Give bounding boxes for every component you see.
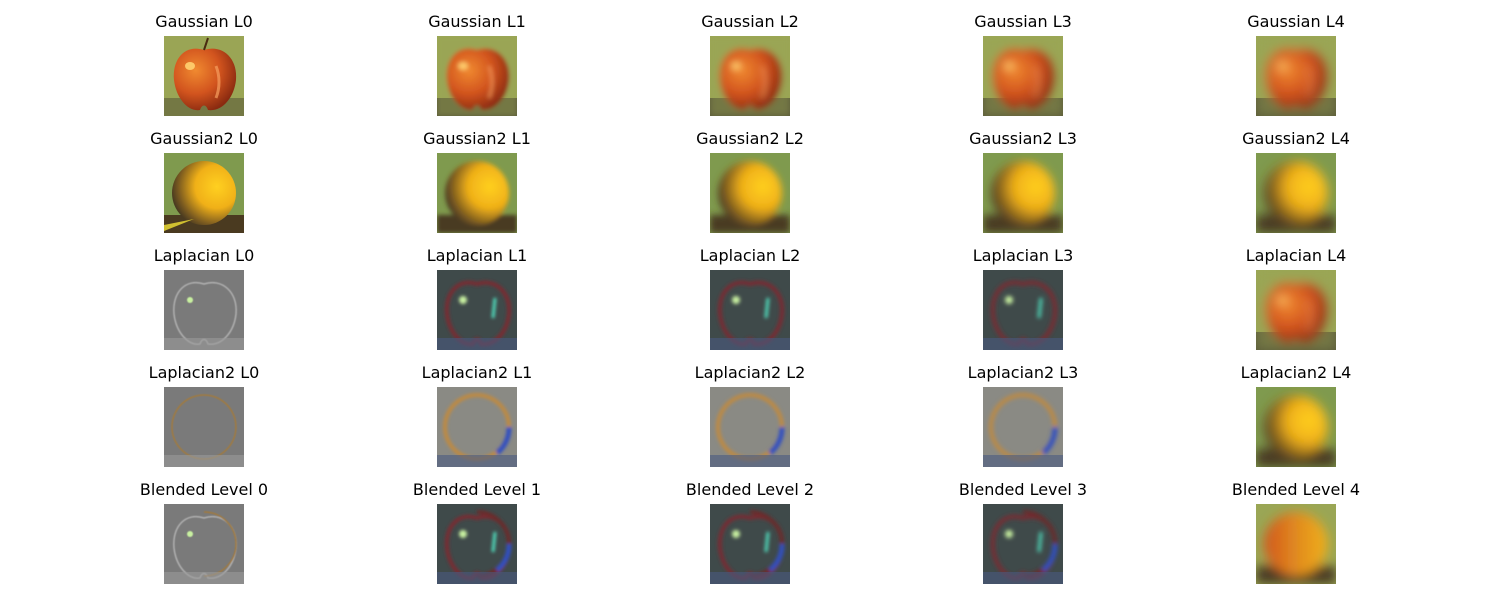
pyramid-cell-gaussian2-0: Gaussian2 L0 <box>94 129 314 233</box>
cell-title: Laplacian2 L2 <box>694 363 806 382</box>
apple-edges-icon <box>164 270 244 350</box>
pyramid-cell-gaussian2-1: Gaussian2 L1 <box>367 129 587 233</box>
cell-title: Laplacian L3 <box>972 246 1074 265</box>
pyramid-cell-gaussian-4: Gaussian L4 <box>1186 12 1406 116</box>
orange-icon <box>1256 153 1336 233</box>
pyramid-cell-gaussian-1: Gaussian L1 <box>367 12 587 116</box>
orange-edges-icon <box>710 387 790 467</box>
cell-title: Blended Level 4 <box>1231 480 1361 499</box>
cell-title: Laplacian L1 <box>426 246 528 265</box>
pyramid-cell-gaussian2-3: Gaussian2 L3 <box>913 129 1133 233</box>
pyramid-cell-laplacian-0: Laplacian L0 <box>94 246 314 350</box>
cell-title: Gaussian2 L2 <box>696 129 804 148</box>
cell-title: Gaussian L3 <box>974 12 1072 31</box>
orange-icon <box>437 153 517 233</box>
pyramid-cell-gaussian-3: Gaussian L3 <box>913 12 1133 116</box>
orange-icon <box>1256 387 1336 467</box>
pyramid-cell-laplacian2-1: Laplacian2 L1 <box>367 363 587 467</box>
apple-icon <box>1256 36 1336 116</box>
pyramid-cell-blended-2: Blended Level 2 <box>640 480 860 584</box>
blended-edges-icon <box>437 504 517 584</box>
orange-edges-icon <box>437 387 517 467</box>
pyramid-cell-blended-0: Blended Level 0 <box>94 480 314 584</box>
pyramid-cell-blended-1: Blended Level 1 <box>367 480 587 584</box>
cell-title: Blended Level 3 <box>958 480 1088 499</box>
pyramid-cell-laplacian2-2: Laplacian2 L2 <box>640 363 860 467</box>
cell-title: Laplacian L2 <box>699 246 801 265</box>
apple-icon <box>164 36 244 116</box>
pyramid-cell-blended-3: Blended Level 3 <box>913 480 1133 584</box>
cell-title: Laplacian2 L1 <box>421 363 533 382</box>
blended-edges-icon <box>164 504 244 584</box>
pyramid-cell-laplacian2-4: Laplacian2 L4 <box>1186 363 1406 467</box>
orange-icon <box>164 153 244 233</box>
pyramid-cell-laplacian-3: Laplacian L3 <box>913 246 1133 350</box>
blended-edges-icon <box>710 504 790 584</box>
apple-edges-icon <box>983 270 1063 350</box>
cell-title: Laplacian2 L3 <box>967 363 1079 382</box>
pyramid-cell-laplacian2-0: Laplacian2 L0 <box>94 363 314 467</box>
apple-icon <box>437 36 517 116</box>
pyramid-cell-laplacian-2: Laplacian L2 <box>640 246 860 350</box>
apple-edges-icon <box>437 270 517 350</box>
cell-title: Blended Level 2 <box>685 480 815 499</box>
pyramid-cell-laplacian-4: Laplacian L4 <box>1186 246 1406 350</box>
apple-edges-icon <box>710 270 790 350</box>
cell-title: Gaussian2 L3 <box>969 129 1077 148</box>
cell-title: Gaussian2 L0 <box>150 129 258 148</box>
orange-icon <box>983 153 1063 233</box>
pyramid-cell-gaussian2-2: Gaussian2 L2 <box>640 129 860 233</box>
orange-edges-icon <box>164 387 244 467</box>
orange-icon <box>710 153 790 233</box>
cell-title: Blended Level 0 <box>139 480 269 499</box>
apple-icon <box>710 36 790 116</box>
cell-title: Gaussian L1 <box>428 12 526 31</box>
blended-edges-icon <box>983 504 1063 584</box>
cell-title: Gaussian L2 <box>701 12 799 31</box>
pyramid-cell-gaussian-0: Gaussian L0 <box>94 12 314 116</box>
pyramid-cell-laplacian2-3: Laplacian2 L3 <box>913 363 1133 467</box>
cell-title: Laplacian2 L0 <box>148 363 260 382</box>
cell-title: Laplacian2 L4 <box>1240 363 1352 382</box>
pyramid-cell-blended-4: Blended Level 4 <box>1186 480 1406 584</box>
cell-title: Gaussian L4 <box>1247 12 1345 31</box>
pyramid-cell-gaussian2-4: Gaussian2 L4 <box>1186 129 1406 233</box>
pyramid-cell-laplacian-1: Laplacian L1 <box>367 246 587 350</box>
apple-icon <box>983 36 1063 116</box>
pyramid-cell-gaussian-2: Gaussian L2 <box>640 12 860 116</box>
cell-title: Gaussian2 L1 <box>423 129 531 148</box>
apple-icon <box>1256 270 1336 350</box>
cell-title: Gaussian L0 <box>155 12 253 31</box>
cell-title: Gaussian2 L4 <box>1242 129 1350 148</box>
blended-icon <box>1256 504 1336 584</box>
orange-edges-icon <box>983 387 1063 467</box>
cell-title: Blended Level 1 <box>412 480 542 499</box>
cell-title: Laplacian L4 <box>1245 246 1347 265</box>
cell-title: Laplacian L0 <box>153 246 255 265</box>
